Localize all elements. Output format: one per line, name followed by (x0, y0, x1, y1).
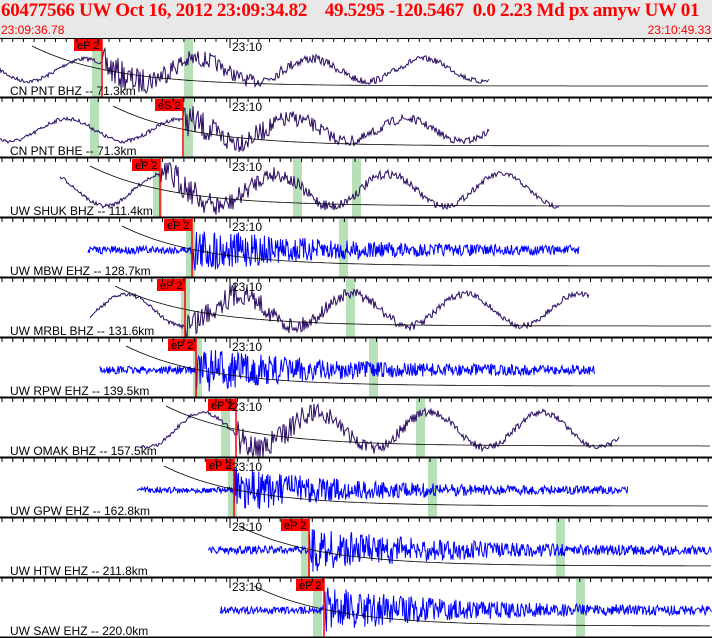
phase-pick-label: eP 2 (171, 340, 193, 352)
phase-pick-label: eP 2 (135, 160, 157, 172)
phase-pick-flag[interactable] (164, 219, 192, 231)
phase-pick-label: eP 2 (299, 580, 321, 592)
channel-panel[interactable]: eP 2 23:10 UW SAW EHZ -- 220.0km (0, 578, 712, 638)
analysis-window (416, 399, 425, 458)
phase-pick-label: eS 2 (158, 100, 181, 112)
channel-label: UW GPW EHZ -- 162.8km (10, 504, 150, 518)
channel-panel[interactable]: eP 2 23:10 UW HTW EHZ -- 211.8km (0, 518, 712, 579)
time-mark-label: 23:10 (232, 280, 262, 294)
analysis-window (90, 99, 99, 158)
waveform-trace (0, 46, 490, 95)
analysis-window (228, 459, 237, 518)
time-mark-label: 23:10 (232, 400, 262, 414)
analysis-window (313, 579, 322, 638)
channel-panel[interactable]: eP 223:10 UW OMAK BHZ -- 157.5km (0, 398, 712, 459)
start-time: 23:09:36.78 (1, 23, 65, 37)
waveform-trace (0, 106, 490, 152)
time-mark-label: 23:10 (232, 520, 262, 534)
phase-pick-label: eP 2 (167, 220, 189, 232)
phase-pick-flag[interactable] (296, 579, 324, 591)
waveform-trace (89, 283, 590, 338)
waveform-trace (207, 529, 712, 572)
analysis-window (352, 159, 361, 218)
coda-curve (31, 45, 708, 87)
channel-label: UW SAW EHZ -- 220.0km (10, 624, 148, 638)
end-time: 23:10:49.33 (647, 23, 711, 37)
waveform-trace (219, 587, 712, 632)
phase-pick-label: eP 2 (284, 520, 306, 532)
time-mark-label: 23:10 (232, 100, 262, 114)
phase-pick-flag[interactable] (132, 159, 160, 171)
coda-curve (89, 165, 710, 207)
time-mark-label: 23:10 (232, 580, 262, 594)
coda-curve (114, 285, 711, 327)
analysis-window (346, 279, 355, 338)
channel-panel[interactable]: eS 2 23:10 CN PNT BHE -- 71.3km (0, 98, 712, 159)
phase-pick-flag[interactable] (168, 339, 196, 351)
event-header: 60477566 UW Oct 16, 2012 23:09:34.82 49.… (0, 0, 712, 38)
analysis-window (221, 399, 230, 458)
waveform-trace (139, 403, 620, 458)
channel-label: UW MRBL BHZ -- 131.6km (10, 324, 154, 338)
coda-curve (165, 405, 710, 447)
phase-pick-label: eP 2 (77, 40, 99, 52)
channel-label: UW RPW EHZ -- 139.5km (10, 384, 149, 398)
channel-panel[interactable]: eP 2 23:10 CN PNT BHZ -- 71.3km (0, 38, 712, 99)
coda-curve (238, 525, 711, 567)
coda-curve (253, 585, 710, 627)
phase-pick-flag[interactable] (74, 39, 102, 51)
event-title: 60477566 UW Oct 16, 2012 23:09:34.82 49.… (1, 0, 712, 21)
waveform-trace (59, 162, 560, 215)
coda-curve (163, 465, 708, 507)
channel-panel[interactable]: eP 2 23:10 UW MRBL BHZ -- 131.6km (0, 278, 712, 339)
time-mark-label: 23:10 (232, 160, 262, 174)
channel-panel[interactable]: eP 2 23:10 UW MBW EHZ -- 128.7km (0, 218, 712, 279)
channel-panel[interactable]: eP 2 23:10 UW GPW EHZ -- 162.8km (0, 458, 712, 519)
phase-pick-flag[interactable] (157, 279, 185, 291)
analysis-window (293, 159, 302, 218)
channel-label: UW MBW EHZ -- 128.7km (10, 264, 151, 278)
coda-curve (125, 345, 710, 387)
coda-curve (112, 105, 709, 147)
waveform-trace (87, 231, 580, 271)
time-mark-label: 23:10 (232, 40, 262, 54)
channel-label: UW HTW EHZ -- 211.8km (10, 564, 148, 578)
analysis-window (339, 219, 348, 278)
channel-label: CN PNT BHZ -- 71.3km (10, 84, 136, 98)
waveform-trace (99, 350, 596, 392)
analysis-window (184, 39, 193, 98)
channel-panel[interactable]: eP 2 23:10 UW SHUK BHZ -- 111.4km (0, 158, 712, 219)
channel-label: UW OMAK BHZ -- 157.5km (10, 444, 157, 458)
channel-label: UW SHUK BHZ -- 111.4km (10, 204, 153, 218)
channel-label: CN PNT BHE -- 71.3km (10, 144, 136, 158)
phase-pick-label: eP 2 (211, 400, 233, 412)
waveform-trace (136, 467, 629, 510)
phase-pick-label: eP 2 (160, 280, 182, 292)
time-mark-label: 23:10 (232, 340, 262, 354)
phase-pick-flag[interactable] (208, 399, 236, 411)
time-mark-label: 23:10 (232, 460, 262, 474)
coda-curve (121, 225, 710, 267)
channel-panel[interactable]: eP 2 23:10 UW RPW EHZ -- 139.5km (0, 338, 712, 399)
time-mark-label: 23:10 (232, 220, 262, 234)
phase-pick-label: eP 2 (209, 460, 231, 472)
